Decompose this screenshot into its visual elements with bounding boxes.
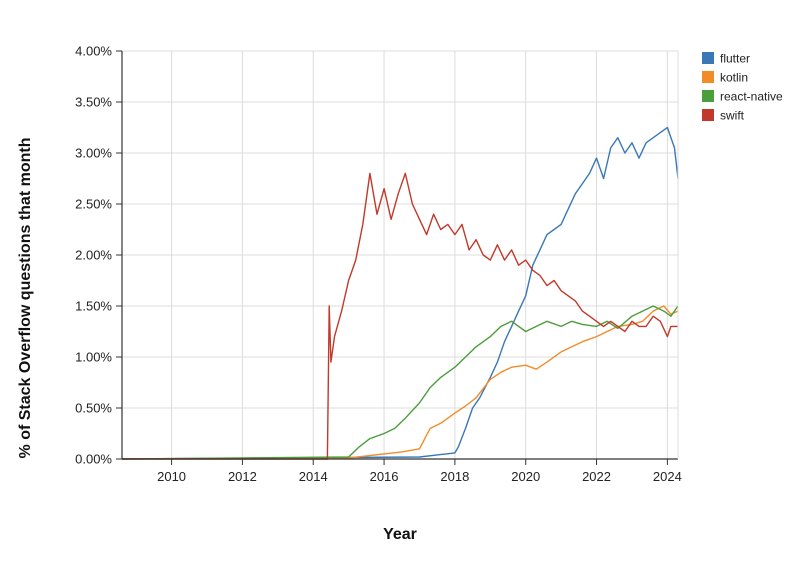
legend-swatch-flutter xyxy=(702,52,714,64)
legend-swatch-swift xyxy=(702,109,714,121)
legend-label-kotlin: kotlin xyxy=(720,71,748,85)
y-tick-label: 2.50% xyxy=(75,197,112,212)
legend-swatch-kotlin xyxy=(702,71,714,83)
x-axis-ticks: 2010 2012 2014 2016 2018 2020 2022 2024 xyxy=(157,459,682,484)
y-tick-label: 1.50% xyxy=(75,299,112,314)
x-tick-label: 2014 xyxy=(299,469,328,484)
x-tick-label: 2020 xyxy=(511,469,540,484)
y-tick-label: 4.00% xyxy=(75,44,112,59)
y-tick-label: 0.00% xyxy=(75,452,112,467)
y-tick-label: 3.00% xyxy=(75,146,112,161)
x-tick-label: 2016 xyxy=(370,469,399,484)
y-tick-label: 0.50% xyxy=(75,401,112,416)
grid xyxy=(122,50,678,460)
y-axis-ticks: 0.00% 0.50% 1.00% 1.50% 2.00% 2.50% 3.00% 3.50%… xyxy=(75,44,122,467)
x-tick-label: 2022 xyxy=(582,469,611,484)
legend-label-swift: swift xyxy=(720,109,745,123)
x-tick-label: 2024 xyxy=(653,469,682,484)
x-tick-label: 2012 xyxy=(228,469,257,484)
y-tick-label: 2.00% xyxy=(75,248,112,263)
x-tick-label: 2018 xyxy=(440,469,469,484)
series-line-swift xyxy=(122,172,678,460)
y-tick-label: 3.50% xyxy=(75,95,112,110)
legend-swatch-react-native xyxy=(702,90,714,102)
x-tick-label: 2010 xyxy=(157,469,186,484)
series-lines xyxy=(121,126,679,460)
legend-label-flutter: flutter xyxy=(720,52,750,66)
legend: flutter kotlin react-native swift xyxy=(702,52,783,123)
series-line-react-native xyxy=(121,305,679,460)
series-line-kotlin xyxy=(121,305,679,460)
legend-label-react-native: react-native xyxy=(720,90,783,104)
series-line-flutter xyxy=(121,126,679,460)
y-axis-title: % of Stack Overflow questions that month xyxy=(17,138,34,459)
x-axis-title: Year xyxy=(383,526,417,543)
y-tick-label: 1.00% xyxy=(75,350,112,365)
